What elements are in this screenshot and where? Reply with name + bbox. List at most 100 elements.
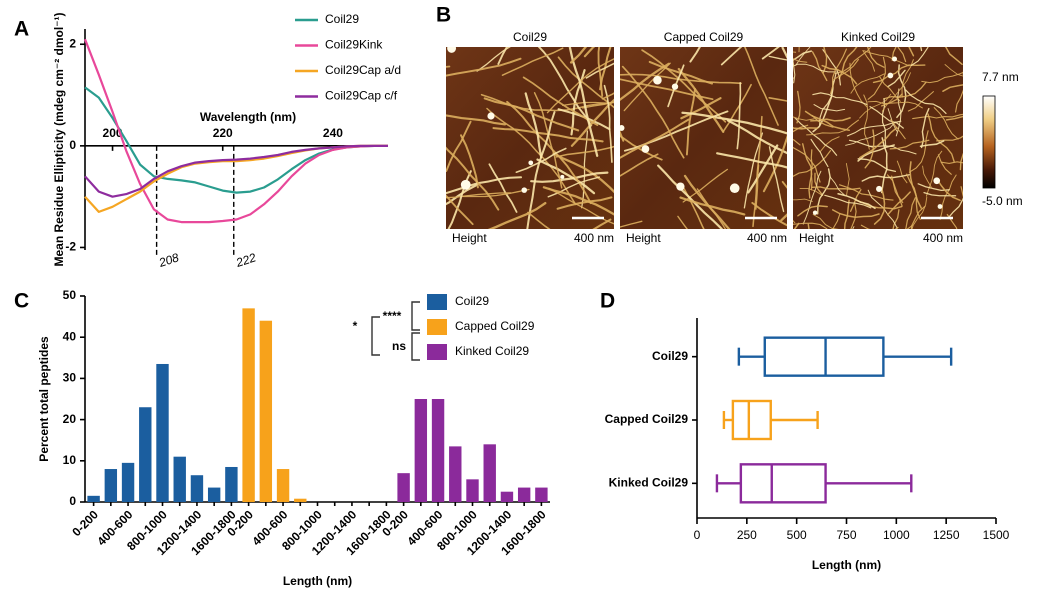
legend-label: Coil29 [455, 294, 489, 308]
legend-label: Kinked Coil29 [455, 344, 529, 358]
fiber [527, 211, 551, 229]
fiber [681, 111, 787, 135]
fiber [889, 139, 930, 150]
fiber [912, 113, 963, 120]
fiber [857, 144, 895, 162]
fiber [681, 184, 705, 229]
fiber [533, 92, 563, 189]
fiber [487, 201, 547, 229]
fiber [919, 140, 945, 148]
fiber [743, 132, 764, 209]
fiber [620, 220, 643, 228]
fiber [768, 146, 785, 213]
fiber [819, 72, 837, 126]
image-title: Coil29 [513, 30, 547, 44]
significance-label: * [353, 319, 358, 333]
fiber [762, 134, 787, 193]
fiber [621, 65, 685, 159]
y-tick-label: 20 [63, 412, 77, 426]
significance-label: **** [383, 309, 402, 323]
image-title: Capped Coil29 [664, 30, 744, 44]
aggregate [653, 75, 662, 85]
scale-label: 400 nm [747, 231, 787, 245]
fiber [793, 124, 809, 133]
fiber [859, 93, 892, 119]
bar [414, 399, 428, 502]
fiber [925, 150, 943, 197]
fiber [799, 188, 823, 196]
channel-label: Height [626, 231, 661, 245]
legend-label: Capped Coil29 [455, 319, 535, 333]
bar [449, 446, 462, 502]
aggregate [620, 125, 625, 131]
fiber [881, 93, 903, 107]
x-tick-label: 0 [694, 528, 701, 542]
fiber [726, 119, 787, 155]
aggregate [676, 182, 685, 191]
fiber [864, 129, 875, 169]
fiber [863, 94, 870, 150]
fiber [873, 186, 886, 225]
fibers [620, 47, 787, 229]
fiber [483, 97, 580, 132]
x-tick-label: 1500 [983, 528, 1010, 542]
bar [87, 495, 100, 502]
fiber [922, 165, 933, 189]
fiber [755, 164, 760, 210]
fiber [920, 47, 923, 52]
fiber [850, 203, 857, 229]
image-title: Kinked Coil29 [841, 30, 915, 44]
fiber [927, 113, 955, 163]
afm-image [793, 47, 963, 229]
fiber [689, 47, 701, 63]
fiber [781, 47, 787, 60]
aggregate [876, 185, 883, 192]
legend-label: Coil29Cap a/d [325, 63, 401, 77]
fiber [910, 205, 926, 229]
fiber [716, 152, 787, 169]
aggregate [528, 160, 534, 166]
fiber [944, 64, 963, 77]
fiber [833, 58, 859, 81]
fiber [846, 120, 902, 137]
fiber [537, 47, 593, 127]
fiber [446, 194, 474, 226]
fiber [476, 47, 511, 72]
y-tick-label: 2 [69, 36, 76, 50]
y-tick-label: 50 [63, 288, 77, 302]
fiber [849, 62, 868, 108]
fiber [810, 138, 829, 168]
box [763, 336, 885, 377]
bar [242, 308, 255, 502]
fiber [685, 88, 696, 156]
fiber [897, 47, 907, 63]
fiber [910, 47, 929, 66]
fiber [536, 158, 596, 195]
fiber [720, 47, 743, 66]
bar [104, 469, 118, 502]
channel-label: Height [799, 231, 834, 245]
fiber [546, 58, 614, 114]
fiber [446, 114, 507, 126]
x-tick-label: 0-200 [69, 507, 101, 539]
fiber [722, 83, 752, 133]
fiber [603, 84, 613, 163]
colorbar-max: 7.7 nm [982, 70, 1019, 84]
aggregate [447, 47, 457, 53]
fiber [679, 196, 746, 216]
fiber [522, 76, 599, 126]
fiber [557, 56, 614, 109]
series-line [83, 38, 388, 224]
y-tick-label: 0 [69, 138, 76, 152]
significance-bracket [411, 332, 420, 361]
fiber [547, 176, 601, 198]
fiber [793, 63, 837, 73]
fiber [446, 183, 479, 206]
fiber [881, 98, 887, 147]
fiber [768, 55, 787, 61]
box [739, 463, 827, 504]
fiber [921, 71, 963, 84]
fiber [462, 188, 530, 198]
fiber [821, 64, 858, 85]
